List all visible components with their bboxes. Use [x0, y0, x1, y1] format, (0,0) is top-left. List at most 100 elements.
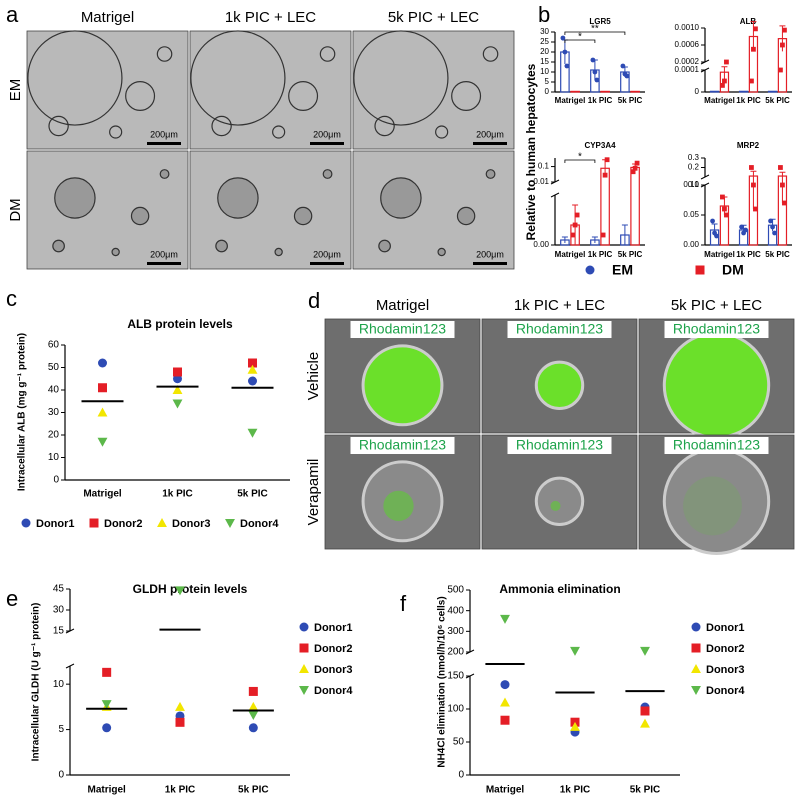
- bar: [630, 90, 640, 93]
- legend-marker: [225, 518, 235, 528]
- y-tick-label: 400: [447, 605, 464, 616]
- y-axis-label: Intracellular ALB (mg g⁻¹ protein): [17, 333, 28, 491]
- panel-letter: b: [538, 2, 550, 27]
- x-tick-label: 1k PIC: [588, 96, 613, 105]
- y-tick-label: 45: [53, 584, 65, 595]
- y-tick-label: 30: [53, 605, 65, 616]
- legend-label: Donor2: [314, 643, 353, 655]
- data-point: [743, 227, 748, 233]
- data-point: [560, 35, 566, 41]
- bar: [630, 166, 640, 246]
- organoid: [437, 247, 446, 257]
- organoid: [456, 206, 476, 226]
- data-point: [780, 42, 785, 48]
- y-tick-label: 10: [540, 67, 549, 76]
- data-point: [570, 232, 576, 238]
- data-point: [600, 232, 606, 238]
- y-tick-label: 60: [48, 340, 60, 351]
- y-tick-label: 0.3: [688, 153, 700, 162]
- y-tick-label: 30: [48, 407, 60, 418]
- legend-marker: [691, 622, 701, 632]
- legend-marker: [21, 518, 31, 528]
- y-tick-label: 0.2: [688, 163, 700, 172]
- chart-title: Ammonia elimination: [499, 582, 620, 596]
- data-point: [590, 57, 596, 63]
- data-point: [247, 428, 258, 438]
- organoid: [54, 177, 96, 219]
- data-point: [574, 212, 580, 218]
- y-axis-label: Relative to human hepatocytes: [524, 63, 538, 240]
- data-point: [592, 69, 598, 75]
- x-tick-label: Matrigel: [555, 250, 586, 259]
- data-point: [630, 169, 636, 175]
- y-tick-label: 200: [447, 647, 464, 658]
- data-point: [604, 157, 610, 163]
- scale-bar: [473, 142, 507, 145]
- data-point: [570, 646, 580, 656]
- data-point: [634, 160, 640, 166]
- organoid: [662, 331, 771, 439]
- y-tick-label: 150: [447, 671, 464, 682]
- data-point: [782, 200, 787, 206]
- y-tick-label: 30: [540, 27, 549, 36]
- legend-label: Donor4: [314, 685, 353, 697]
- organoid: [159, 169, 170, 179]
- y-axis-label: NH4Cl elimination (nmol/h/10⁶ cells): [437, 596, 448, 767]
- data-point: [97, 437, 108, 447]
- scale-bar-label: 200μm: [313, 129, 341, 139]
- significance-bracket: [564, 159, 596, 163]
- scale-bar-label: 200μm: [476, 129, 504, 139]
- data-point: [753, 206, 758, 212]
- data-point: [248, 701, 259, 711]
- column-label: Matrigel: [81, 9, 134, 26]
- column-label: Matrigel: [376, 297, 429, 314]
- significance-bracket: [564, 39, 596, 43]
- axis-break: [700, 174, 710, 180]
- organoid: [272, 125, 286, 139]
- y-tick-label: 0: [545, 87, 550, 96]
- column-label: 5k PIC + LEC: [671, 297, 762, 314]
- axis-break: [65, 663, 75, 669]
- organoid: [211, 115, 232, 137]
- y-tick-label: 500: [447, 585, 464, 596]
- chart-title: LGR5: [589, 17, 611, 26]
- x-tick-label: 1k PIC: [588, 250, 613, 259]
- scale-bar: [310, 142, 344, 145]
- data-point: [562, 49, 568, 55]
- y-tick-label: 50: [48, 362, 60, 373]
- column-label: 1k PIC + LEC: [514, 297, 605, 314]
- y-tick-label: 50: [453, 737, 465, 748]
- stain-label: Rhodamin123: [359, 321, 446, 337]
- data-point: [720, 194, 725, 200]
- row-label: Vehicle: [305, 352, 322, 400]
- panel-letter: a: [6, 2, 19, 27]
- x-tick-label: Matrigel: [83, 489, 122, 500]
- data-point: [248, 686, 258, 696]
- y-tick-label: 5: [545, 77, 550, 86]
- organoid: [217, 177, 259, 219]
- error-bar: [591, 236, 598, 243]
- organoid: [274, 247, 283, 257]
- legend-marker: [691, 664, 701, 674]
- organoid: [534, 476, 585, 526]
- data-point: [500, 614, 510, 624]
- organoid: [374, 115, 395, 137]
- green-signal: [383, 490, 414, 522]
- legend-marker: [299, 664, 309, 674]
- legend-label: Donor2: [706, 643, 745, 655]
- chart-title: CYP3A4: [584, 141, 616, 150]
- scale-bar-label: 200μm: [150, 129, 178, 139]
- significance-label: **: [591, 24, 599, 35]
- organoid: [534, 360, 585, 410]
- significance-bracket: [564, 31, 626, 35]
- data-point: [751, 46, 756, 52]
- data-point: [722, 206, 727, 212]
- y-tick-label: 0.01: [533, 177, 549, 186]
- x-tick-label: Matrigel: [704, 96, 735, 105]
- data-point: [753, 26, 758, 32]
- stain-label: Rhodamin123: [516, 437, 603, 453]
- row-label: Verapamil: [305, 459, 322, 526]
- x-tick-label: Matrigel: [555, 96, 586, 105]
- organoid: [156, 46, 173, 62]
- data-point: [749, 78, 754, 84]
